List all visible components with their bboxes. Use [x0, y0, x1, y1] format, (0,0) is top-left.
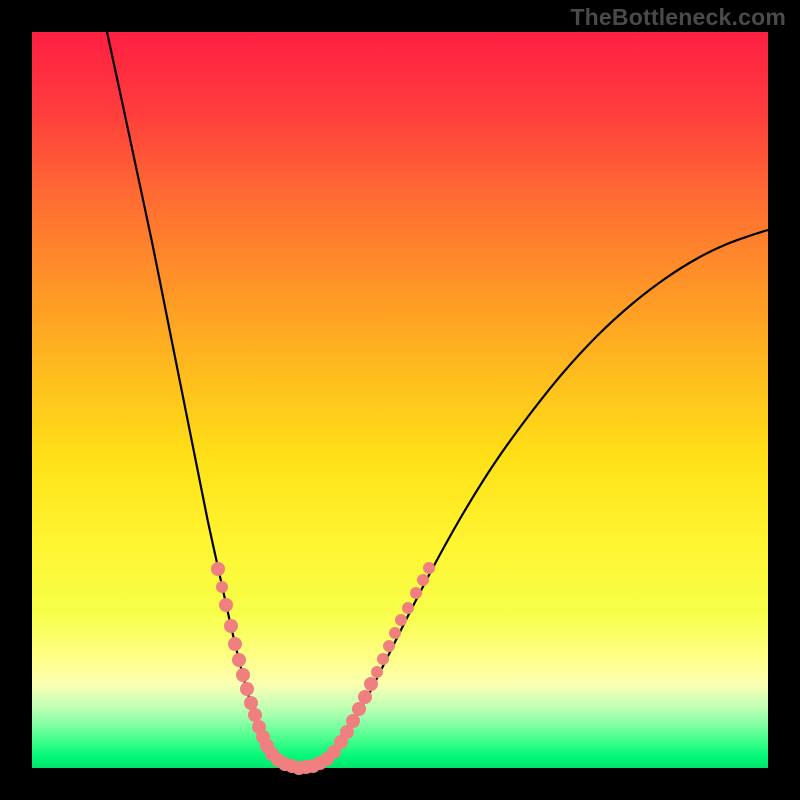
data-marker [244, 696, 258, 710]
data-marker [232, 653, 246, 667]
data-marker [236, 668, 250, 682]
data-marker [389, 627, 401, 639]
data-marker [240, 682, 254, 696]
data-marker [423, 562, 435, 574]
data-marker [216, 581, 228, 593]
data-marker [358, 690, 372, 704]
data-marker [377, 653, 389, 665]
data-marker [364, 677, 378, 691]
plot-area [32, 32, 768, 768]
data-marker [383, 640, 395, 652]
data-marker [402, 602, 414, 614]
watermark-text: TheBottleneck.com [570, 4, 786, 31]
data-marker [224, 619, 238, 633]
data-marker [346, 714, 360, 728]
data-marker [248, 708, 262, 722]
bottleneck-curve [107, 32, 768, 768]
data-marker [371, 666, 383, 678]
curve-layer [32, 32, 768, 768]
data-marker [219, 598, 233, 612]
data-marker [228, 637, 242, 651]
data-marker [352, 702, 366, 716]
data-marker [410, 587, 422, 599]
data-marker [395, 614, 407, 626]
chart-root: TheBottleneck.com [0, 0, 800, 800]
data-marker [417, 574, 429, 586]
data-marker [211, 562, 225, 576]
